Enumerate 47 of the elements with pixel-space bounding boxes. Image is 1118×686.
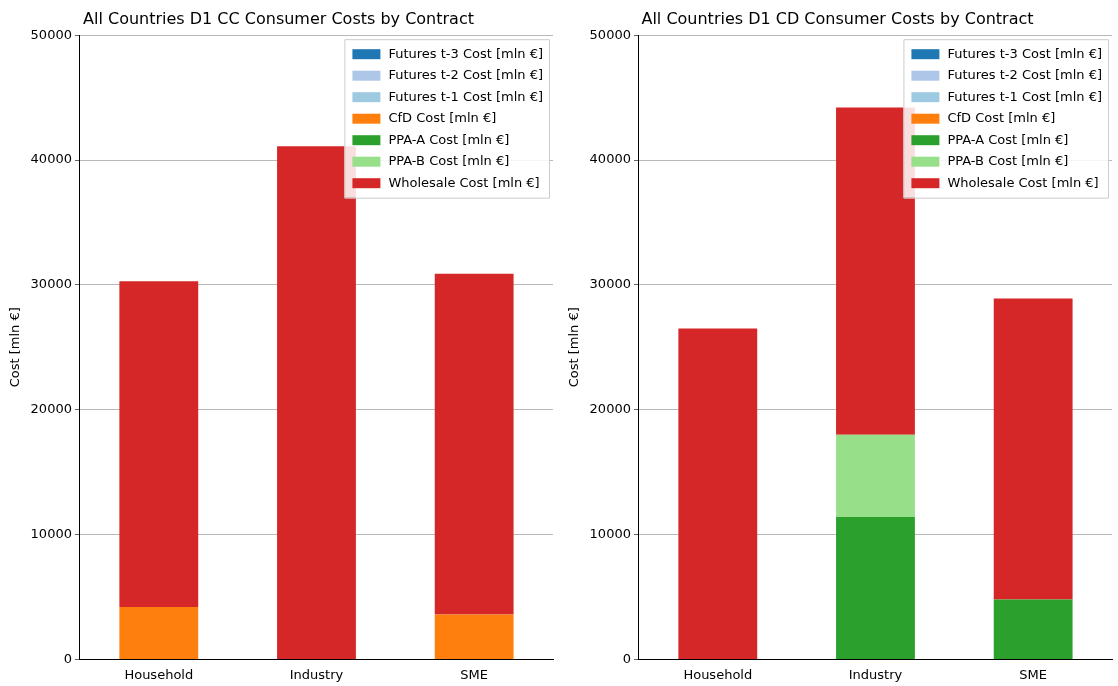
y-tick-label: 10000 [589, 525, 631, 541]
legend-label: Wholesale Cost [mln €] [388, 174, 540, 190]
bar [678, 328, 758, 660]
y-tick-label: 50000 [589, 26, 631, 42]
y-tick-label: 30000 [589, 276, 631, 292]
y-tick-label: 40000 [30, 151, 72, 167]
bar [119, 606, 199, 660]
legend-label: Futures t-3 Cost [mln €] [388, 45, 543, 61]
x-tick-label: SME [1019, 666, 1047, 682]
x-tick-label: Household [124, 666, 194, 682]
legend-label: PPA-A Cost [mln €] [388, 131, 510, 147]
y-tick-label: 30000 [30, 276, 72, 292]
y-tick-label: 40000 [589, 151, 631, 167]
legend-label: Futures t-1 Cost [mln €] [388, 88, 543, 104]
y-tick-label: 10000 [30, 525, 72, 541]
y-tick-label: 20000 [589, 401, 631, 417]
legend-label: PPA-B Cost [mln €] [388, 153, 510, 169]
bar [993, 599, 1073, 660]
chart-title: All Countries D1 CD Consumer Costs by Contract [641, 8, 1034, 28]
legend-label: Futures t-2 Cost [mln €] [388, 67, 543, 83]
y-tick-label: 0 [63, 650, 72, 666]
legend-label: CfD Cost [mln €] [388, 110, 497, 126]
legend-label: Wholesale Cost [mln €] [947, 174, 1099, 190]
legend-label: Futures t-1 Cost [mln €] [947, 88, 1102, 104]
x-tick-label: Industry [848, 666, 903, 682]
x-tick-label: Industry [289, 666, 344, 682]
bar [993, 298, 1073, 600]
bar [119, 281, 199, 607]
x-tick-label: SME [460, 666, 488, 682]
legend-label: CfD Cost [mln €] [947, 110, 1056, 126]
legend-label: PPA-A Cost [mln €] [947, 131, 1069, 147]
y-axis-title: Cost [mln €] [7, 307, 23, 388]
bar [434, 614, 514, 660]
y-tick-label: 50000 [30, 26, 72, 42]
y-tick-label: 0 [622, 650, 631, 666]
legend-label: Futures t-3 Cost [mln €] [947, 45, 1102, 61]
bar [836, 107, 915, 435]
y-axis-title: Cost [mln €] [566, 307, 582, 388]
x-tick-label: Household [683, 666, 753, 682]
bar [277, 146, 356, 660]
legend-label: PPA-B Cost [mln €] [947, 153, 1069, 169]
bar [434, 273, 514, 615]
bar [836, 517, 915, 660]
bar [836, 434, 915, 518]
chart-title: All Countries D1 CC Consumer Costs by Contract [83, 8, 474, 28]
y-tick-label: 20000 [30, 401, 72, 417]
legend-label: Futures t-2 Cost [mln €] [947, 67, 1102, 83]
